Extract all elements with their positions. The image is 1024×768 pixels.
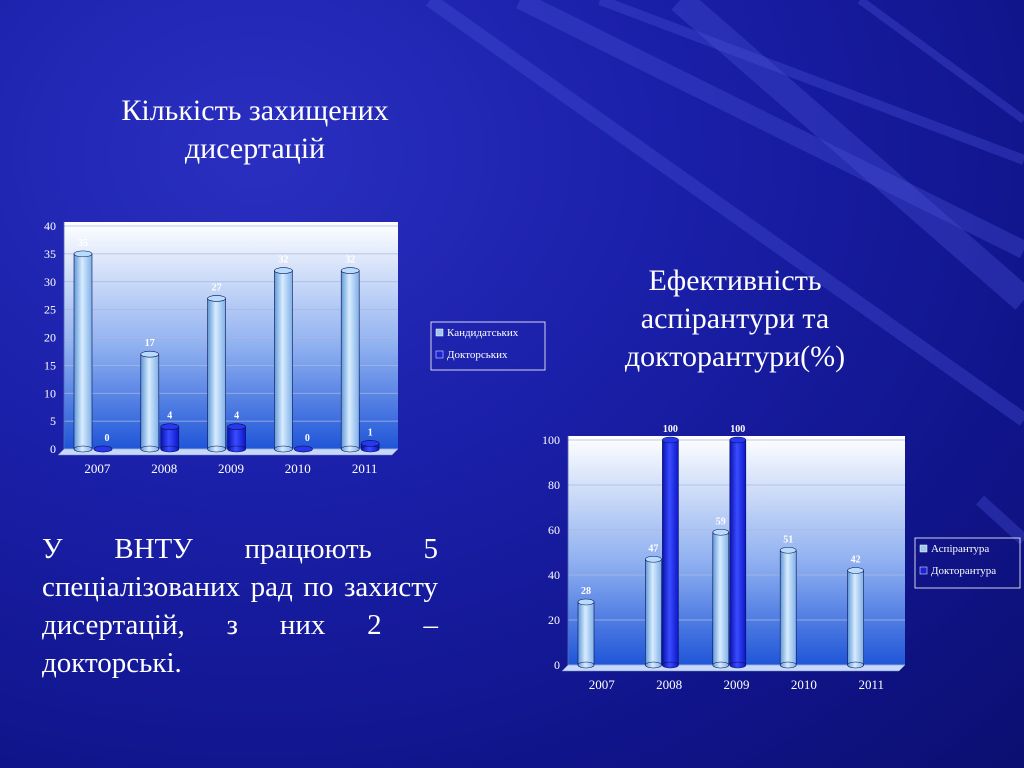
y-tick-label: 40 [44, 219, 56, 233]
legend-label: Кандидатських [447, 327, 519, 339]
y-tick-label: 100 [542, 433, 560, 447]
data-label: 59 [716, 516, 726, 527]
bar-primary [340, 267, 360, 453]
x-tick-label: 2009 [218, 461, 244, 476]
bar-secondary [93, 445, 113, 453]
title-line: докторантури(%) [624, 340, 846, 373]
bar-primary [645, 555, 662, 669]
y-tick-label: 40 [548, 568, 560, 582]
bar-primary [73, 250, 93, 453]
data-label: 35 [78, 238, 88, 249]
bar-primary [207, 295, 226, 453]
bar-primary [140, 350, 160, 453]
data-label: 0 [305, 433, 310, 444]
x-tick-label: 2008 [656, 677, 682, 692]
y-tick-label: 30 [44, 275, 56, 289]
bar-secondary [662, 436, 679, 669]
title-line: Кількість захищених [121, 94, 389, 127]
y-tick-label: 35 [44, 247, 56, 261]
bar-primary [712, 528, 730, 669]
bar-primary [577, 598, 595, 669]
legend-swatch [435, 328, 444, 337]
y-tick-label: 5 [50, 414, 56, 428]
data-label: 28 [581, 586, 591, 597]
data-label: 4 [167, 411, 172, 422]
legend-swatch [435, 350, 444, 359]
x-tick-label: 2011 [859, 677, 885, 692]
x-tick-label: 2009 [724, 677, 750, 692]
data-label: 47 [648, 543, 658, 554]
y-tick-label: 0 [554, 658, 560, 672]
x-tick-label: 2007 [84, 461, 111, 476]
x-tick-label: 2007 [589, 677, 616, 692]
bar-secondary [294, 445, 313, 453]
title-line: Ефективність [648, 264, 822, 297]
data-label: 4 [234, 411, 239, 422]
legend-label: Аспірантура [931, 543, 989, 555]
data-label: 17 [145, 338, 155, 349]
legend-box [430, 321, 546, 371]
body-paragraph: У ВНТУ працюють 5 спеціалізованих рад по… [42, 533, 438, 679]
title-line: дисертацій [184, 132, 326, 165]
data-label: 27 [212, 282, 222, 293]
y-tick-label: 25 [44, 303, 56, 317]
bar-primary [847, 567, 864, 669]
data-label: 32 [278, 255, 288, 266]
y-tick-label: 20 [44, 331, 56, 345]
data-label: 32 [345, 255, 355, 266]
data-label: 100 [663, 424, 678, 435]
bar-secondary [160, 423, 180, 453]
data-label: 51 [783, 534, 793, 545]
y-tick-label: 0 [50, 442, 56, 456]
legend-swatch [919, 566, 928, 575]
legend-label: Докторських [447, 349, 508, 361]
chart-title-dissertations: Кількість захищених дисертацій [70, 92, 440, 168]
title-line: аспірантури та [640, 302, 830, 335]
data-label: 0 [105, 433, 110, 444]
x-tick-label: 2010 [285, 461, 311, 476]
legend-box [914, 537, 1021, 589]
y-tick-label: 80 [548, 478, 560, 492]
y-tick-label: 15 [44, 358, 56, 372]
chart-title-efficiency: Ефективність аспірантури та докторантури… [590, 262, 880, 376]
data-label: 42 [851, 555, 861, 566]
y-tick-label: 20 [548, 613, 560, 627]
legend-label: Докторантура [931, 565, 996, 577]
y-tick-label: 60 [548, 523, 560, 537]
data-label: 100 [730, 424, 745, 435]
legend-swatch [919, 544, 928, 553]
x-tick-label: 2008 [151, 461, 177, 476]
y-tick-label: 10 [44, 386, 56, 400]
x-tick-label: 2011 [352, 461, 378, 476]
x-tick-label: 2010 [791, 677, 817, 692]
data-label: 1 [368, 427, 373, 438]
bar-secondary [227, 423, 246, 453]
bar-secondary [729, 436, 747, 669]
bar-primary [779, 546, 797, 669]
bar-secondary [360, 440, 380, 453]
bar-primary [274, 267, 293, 453]
